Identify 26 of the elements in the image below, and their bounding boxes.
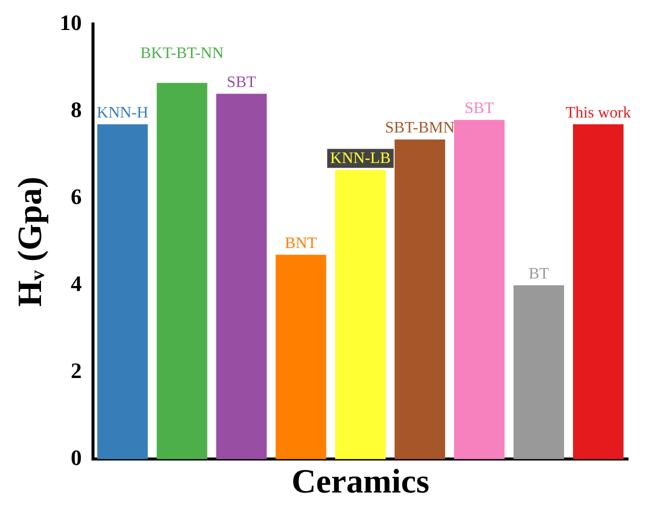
y-axis-title: Hᵥ (Gpa) [12, 176, 50, 307]
x-tick-label: BKT-BT-NN [140, 45, 224, 62]
x-tick-label: BT [528, 265, 550, 282]
y-tick-label: 0 [70, 444, 82, 470]
x-tick-label: KNN-H [96, 104, 149, 122]
x-tick-label: This work [566, 104, 631, 122]
bar [572, 124, 624, 460]
x-tick-label: SBT [464, 100, 494, 118]
bar [514, 285, 564, 460]
bar [394, 139, 446, 460]
x-tick-label: BNT [284, 234, 318, 252]
x-tick-label: SBT [226, 74, 256, 92]
bar [216, 94, 267, 460]
y-tick-label: 6 [70, 184, 82, 209]
x-tick-label: KNN-LB [330, 150, 391, 168]
bar [156, 82, 208, 460]
y-tick-label: 10 [60, 10, 82, 35]
bar [97, 124, 148, 460]
x-axis-title: Ceramics [291, 463, 430, 500]
y-tick-label: 2 [70, 358, 82, 383]
bar [454, 120, 505, 460]
y-tick-label: 8 [70, 96, 82, 122]
x-tick-label: SBT-BMN [385, 120, 456, 137]
y-tick-label: 4 [70, 270, 82, 296]
bar [276, 254, 326, 460]
bar [335, 170, 386, 460]
